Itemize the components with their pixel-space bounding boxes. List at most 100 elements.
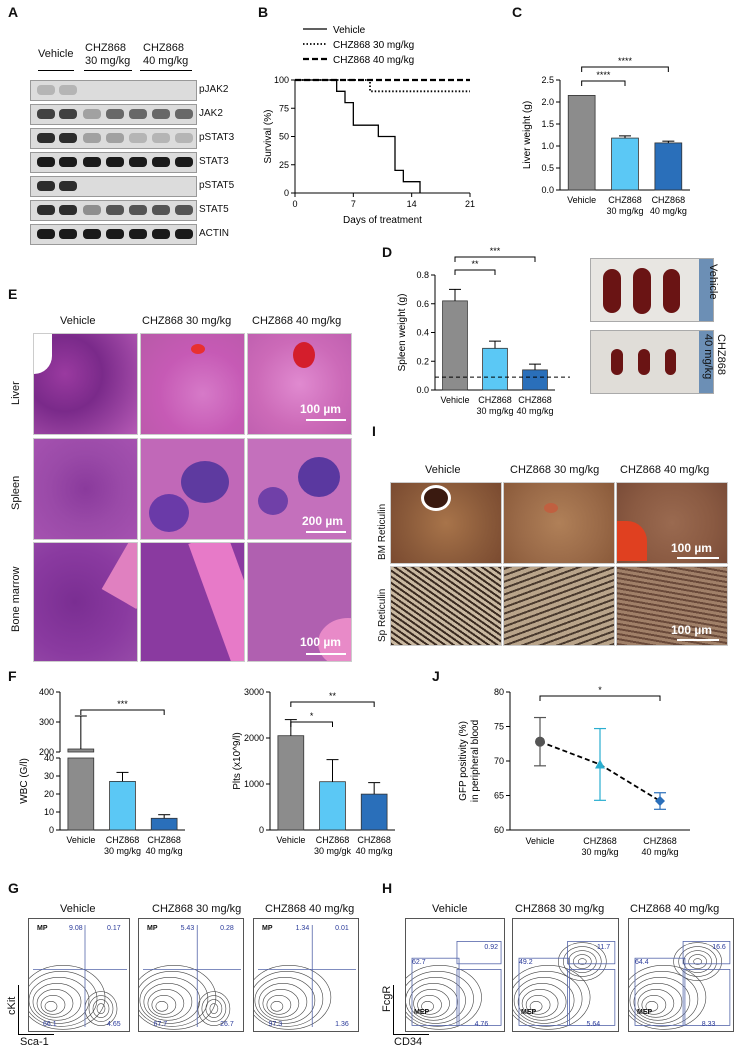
y-tick-label: 0 <box>284 188 289 198</box>
x-tick-label: CHZ868 <box>478 395 512 405</box>
bar-2 <box>522 369 548 391</box>
blot-row-pstat5 <box>30 176 197 197</box>
blot-band <box>129 229 147 239</box>
contour-ring <box>558 942 607 981</box>
blot-label-stat5: STAT5 <box>199 204 229 215</box>
facs-g-title-vehicle: Vehicle <box>60 903 96 915</box>
x-tick-label: CHZ868 <box>608 195 642 205</box>
y-axis-label: GFP positivity (%) <box>458 721 469 801</box>
gate-value-bottom-left: 66.1 <box>43 1021 57 1028</box>
contour-ring <box>683 950 712 973</box>
histo-row-spleen: Spleen <box>10 475 22 510</box>
point-0 <box>535 736 545 747</box>
y-tick-label: 0.2 <box>416 356 429 366</box>
y-tick-label: 0.6 <box>416 299 429 309</box>
significance-label: **** <box>618 56 633 66</box>
spleen-photo-chz868 <box>590 330 714 394</box>
gate-box-top <box>456 940 502 965</box>
point-1 <box>595 759 605 769</box>
x-axis-label: Days of treatment <box>343 215 422 226</box>
gate-value-top-right: 11.7 <box>597 943 611 951</box>
spleen-photo-label-chz-l1: CHZ868 <box>715 334 727 375</box>
facs-plot-chz40: 1.34 0.01 97.3 1.36 MP <box>253 918 359 1032</box>
x-tick-label: 40 mg/kg <box>641 847 678 857</box>
panel-letter-b: B <box>258 4 269 20</box>
x-tick-label: Vehicle <box>276 835 305 845</box>
panel-b-survival-chart: 0 7 14 21 0 25 50 75 100 Days of treatment Surviva… <box>263 25 475 226</box>
scale-label-bm: 100 µm <box>300 635 341 649</box>
facs-gate-label: MP <box>262 925 273 932</box>
y-tick-label: 2000 <box>244 733 264 743</box>
y-tick-label: 0 <box>49 825 54 835</box>
facs-contour <box>629 940 731 1030</box>
legend-label-0: Vehicle <box>333 25 366 36</box>
bar-1 <box>482 347 508 391</box>
histo-spleen-chz40: 200 µm <box>247 438 352 540</box>
histo-spleen-vehicle <box>33 438 138 540</box>
contour-ring <box>513 965 591 1030</box>
facs-h-title-chz40: CHZ868 40 mg/kg <box>630 903 720 915</box>
y-tick-label: 2.5 <box>541 75 554 85</box>
gate-value-bottom-right: 26.7 <box>220 1021 234 1028</box>
facs-h-xaxis: CD34 <box>394 1036 423 1048</box>
blot-row-pstat3 <box>30 128 197 149</box>
gate-value-top-right: 0.28 <box>220 925 234 932</box>
contour-ring <box>29 965 106 1030</box>
point-2 <box>655 796 665 807</box>
y-axis-label: WBC (G/l) <box>19 758 30 804</box>
bar-1 <box>319 781 346 831</box>
y-tick-label: 65 <box>494 791 504 801</box>
y-tick-label: 25 <box>279 160 289 170</box>
blot-band <box>37 157 55 167</box>
histo-row-liver: Liver <box>10 381 22 405</box>
contour-ring <box>92 999 110 1018</box>
bar-1 <box>109 781 136 831</box>
x-tick-label: Vehicle <box>525 836 554 846</box>
scale-label-reticulin-bm: 100 µm <box>671 541 712 555</box>
facs-h-title-chz30: CHZ868 30 mg/kg <box>515 903 605 915</box>
facs-h-title-vehicle: Vehicle <box>432 903 468 915</box>
significance-label: *** <box>490 246 501 256</box>
x-tick-label: Vehicle <box>66 835 95 845</box>
facs-gate-label: MP <box>37 925 48 932</box>
blot-band <box>129 109 147 119</box>
bar-0-upper <box>67 748 95 753</box>
contour-ring <box>421 1001 434 1012</box>
blot-band <box>59 205 77 215</box>
scale-label-reticulin-sp: 100 µm <box>671 623 712 637</box>
blot-band <box>152 229 170 239</box>
gate-value-top-right: 16.6 <box>712 943 726 951</box>
facs-plot-h-chz30: 49.2 11.7 5.64 MEP <box>512 918 619 1032</box>
blot-lane-vehicle: Vehicle <box>38 48 74 60</box>
blot-lane-chz40-l1: CHZ868 <box>143 42 184 54</box>
x-tick-label: 7 <box>351 199 356 209</box>
contour-ring <box>44 1001 58 1012</box>
blot-label-actin: ACTIN <box>199 228 229 239</box>
histo-liver-chz40: 100 µm <box>247 333 352 435</box>
contour-ring <box>266 995 292 1015</box>
contour-ring <box>254 977 316 1024</box>
blot-band <box>152 109 170 119</box>
reticulin-sp-chz40: 100 µm <box>616 566 728 646</box>
blot-band <box>37 133 55 143</box>
gate-box-top <box>682 940 731 965</box>
contour-ring <box>517 983 567 1021</box>
y-axis-label: in peripheral blood <box>470 720 481 802</box>
gate-box-left <box>518 957 570 1026</box>
gate-value-left: 62.7 <box>412 959 426 967</box>
contour-ring <box>29 977 90 1024</box>
gate-value-bottom-right: 4.76 <box>474 1021 489 1028</box>
contour-ring <box>254 965 332 1030</box>
contour-ring <box>139 971 209 1027</box>
contour-ring <box>693 958 702 965</box>
x-tick-label: 30 mg/kg <box>581 847 618 857</box>
y-tick-label: 1000 <box>244 779 264 789</box>
legend-label-2: CHZ868 40 mg/kg <box>333 55 414 66</box>
contour-ring <box>688 954 707 969</box>
blot-lane-chz30-l2: 30 mg/kg <box>85 55 131 67</box>
blot-row-stat5 <box>30 200 197 221</box>
